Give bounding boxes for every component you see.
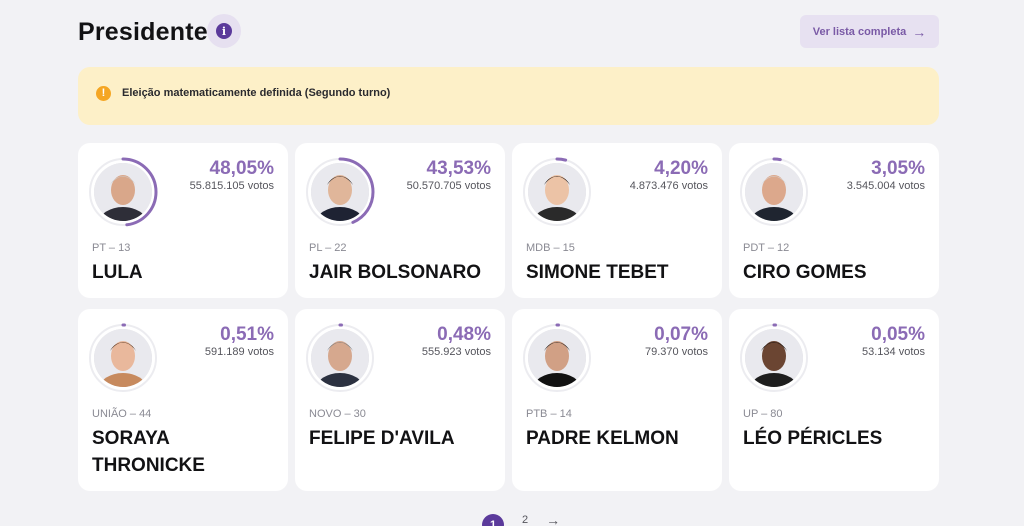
vote-share-ring [522,157,592,227]
vote-count: 79.370 votos [645,346,708,358]
vote-percentage: 0,48% [437,324,491,345]
vote-share-ring [305,323,375,393]
vote-percentage: 0,05% [871,324,925,345]
candidate-card[interactable]: 0,48% 555.923 votos NOVO – 30 FELIPE D'AVIL… [295,309,505,491]
candidate-name: SIMONE TEBET [526,262,669,283]
arrow-right-icon: → [912,23,927,40]
vote-count: 50.570.705 votos [406,180,491,192]
vote-count: 4.873.476 votos [629,180,708,192]
candidate-name: LÉO PÉRICLES [743,428,883,449]
vote-percentage: 48,05% [209,158,274,179]
vote-percentage: 4,20% [654,158,708,179]
vote-percentage: 43,53% [426,158,491,179]
party-number: PTB – 14 [526,408,572,420]
candidate-photo [94,163,152,221]
candidate-card[interactable]: 0,05% 53.134 votos UP – 80 LÉO PÉRICLES [729,309,939,491]
party-number: MDB – 15 [526,242,575,254]
ring-progress [88,323,158,393]
vote-count: 55.815.105 votos [189,180,274,192]
vote-count: 591.189 votos [204,346,274,358]
info-icon: i [216,23,232,39]
ring-progress [522,157,592,227]
ring-progress [522,323,592,393]
full-list-label: Ver lista completa [812,25,907,38]
ring-progress [739,323,809,393]
ring-progress [305,323,375,393]
ring-progress [305,157,375,227]
vote-share-ring [88,323,158,393]
candidate-avatar-ring [522,157,592,227]
vote-count: 3.545.004 votos [846,180,925,192]
ring-progress [739,157,809,227]
candidate-photo [94,329,152,387]
vote-count: 555.923 votos [421,346,491,358]
candidate-avatar-ring [305,157,375,227]
vote-count: 53.134 votos [862,346,925,358]
vote-share-ring [88,157,158,227]
candidate-photo [528,163,586,221]
candidate-avatar-ring [739,157,809,227]
page-2-button[interactable]: 2 [522,514,529,526]
party-number: UP – 80 [743,408,783,420]
candidate-card[interactable]: 3,05% 3.545.004 votos PDT – 12 CIRO GOMES [729,143,939,298]
next-page-icon[interactable]: → [546,512,561,526]
party-number: NOVO – 30 [309,408,366,420]
candidate-name: CIRO GOMES [743,262,867,283]
candidate-name: PADRE KELMON [526,428,679,449]
page-1-button[interactable]: 1 [482,514,504,526]
candidate-photo [311,163,369,221]
candidate-avatar-ring [739,323,809,393]
info-button[interactable]: i [207,14,241,48]
candidate-name: SORAYA THRONICKE [92,428,205,476]
candidate-name: JAIR BOLSONARO [309,262,482,283]
candidate-card[interactable]: 0,51% 591.189 votos UNIÃO – 44 SORAYA THRON… [78,309,288,491]
candidate-name: LULA [92,262,143,283]
page-header: Presidente i Ver lista completa → [78,14,939,52]
candidate-avatar-ring [522,323,592,393]
candidate-avatar-ring [88,323,158,393]
vote-share-ring [739,157,809,227]
candidate-card[interactable]: 43,53% 50.570.705 votos PL – 22 JAIR BOLSON… [295,143,505,298]
candidate-avatar-ring [88,157,158,227]
vote-share-ring [305,157,375,227]
vote-share-ring [522,323,592,393]
candidate-name: FELIPE D'AVILA [309,428,455,449]
party-number: PDT – 12 [743,242,790,254]
vote-percentage: 3,05% [871,158,925,179]
vote-percentage: 0,07% [654,324,708,345]
candidate-card[interactable]: 4,20% 4.873.476 votos MDB – 15 SIMONE TEBET [512,143,722,298]
candidate-card[interactable]: 0,07% 79.370 votos PTB – 14 PADRE KELMON [512,309,722,491]
full-list-button[interactable]: Ver lista completa → [800,15,939,48]
vote-share-ring [739,323,809,393]
vote-percentage: 0,51% [220,324,274,345]
party-number: UNIÃO – 44 [92,408,152,420]
status-alert: ! Eleição matematicamente definida (Segu… [78,67,939,125]
candidate-card[interactable]: 48,05% 55.815.105 votos PT – 13 LULA [78,143,288,298]
candidate-photo [311,329,369,387]
page-title: Presidente [78,18,208,46]
party-number: PT – 13 [92,242,131,254]
candidate-photo [528,329,586,387]
candidate-photo [745,163,803,221]
candidate-avatar-ring [305,323,375,393]
alert-message: Eleição matematicamente definida (Segund… [122,87,391,99]
warning-icon: ! [96,85,111,101]
candidate-photo [745,329,803,387]
party-number: PL – 22 [309,242,347,254]
ring-progress [88,157,158,227]
pagination: 1 2 → [482,512,561,526]
